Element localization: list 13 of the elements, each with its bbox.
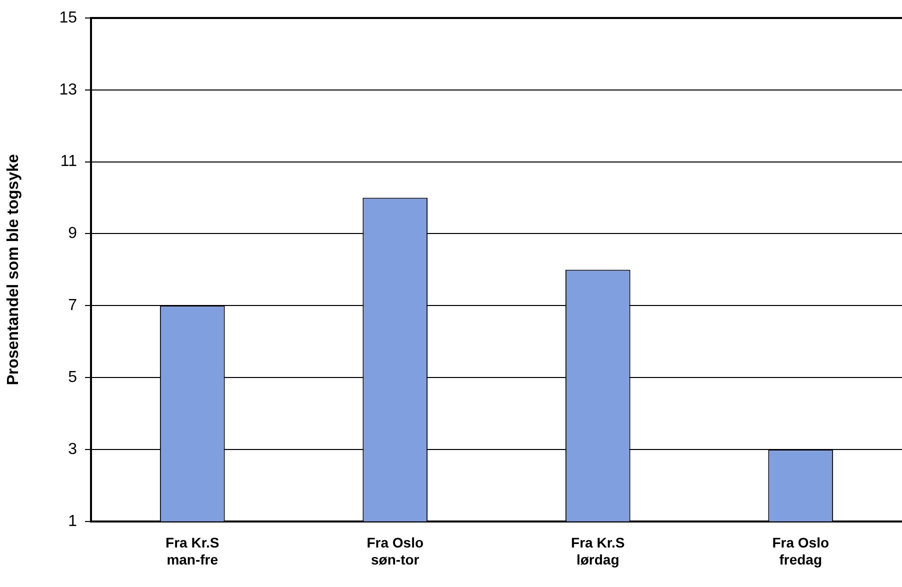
y-tick-label: 1 (68, 512, 78, 530)
y-tick-label: 3 (68, 440, 78, 458)
y-tick-label: 7 (68, 297, 78, 314)
y-tick-label: 5 (68, 368, 78, 386)
y-tick-label: 9 (68, 225, 78, 242)
x-tick-label: Fra Kr.S lørdag (571, 534, 625, 568)
x-tick-label: Fra Oslo fredag (772, 534, 830, 568)
x-tick-label: Fra Oslo søn-tor (366, 534, 424, 568)
y-axis-title: Prosentandel som ble togsyke (5, 154, 22, 386)
x-tick-label: Fra Kr.S man-fre (166, 534, 220, 568)
y-tick-label: 13 (59, 81, 78, 98)
y-tick-label: 15 (59, 9, 78, 26)
y-tick-label: 11 (60, 153, 78, 170)
